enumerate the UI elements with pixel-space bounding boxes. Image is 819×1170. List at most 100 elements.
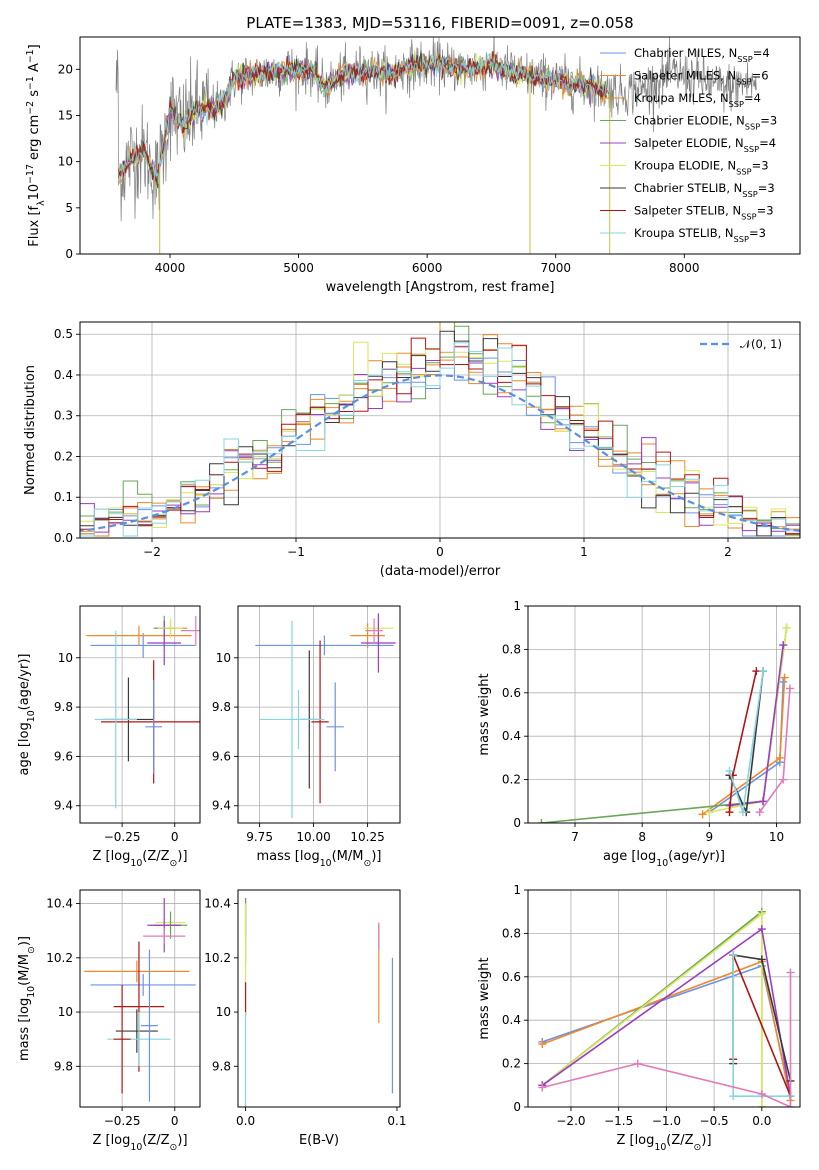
legend-label-part: Kroupa MILES, N (634, 91, 729, 105)
y-tick-label: 10 (58, 155, 73, 169)
y-axis-label-part: erg cm (27, 115, 42, 164)
axes-frame (79, 889, 201, 1108)
y-tick-label: 0.4 (502, 1013, 521, 1027)
x-tick-label: 2 (724, 545, 732, 559)
y-axis-label-part: Normed distribution (23, 365, 38, 495)
y-tick-label: 0 (513, 1100, 521, 1114)
legend-label-part: SSP (737, 54, 752, 64)
legend-label: Chabrier ELODIE, NSSP=3 (634, 114, 777, 132)
x-axis-label-part: )] (701, 1133, 711, 1148)
legend-label-part: Chabrier ELODIE, N (634, 114, 745, 128)
x-axis-label-part: wavelength [Angstrom, rest frame] (326, 280, 555, 295)
x-tick-label: 10.25 (350, 830, 384, 844)
residual-histogram-panel: −2 −1 0 1 2 0.0 0.1 0.2 0.3 0.4 0.5 (data-model)/er… (23, 321, 801, 579)
legend-label-part: SSP (734, 234, 749, 244)
x-axis-label-part: (Z/Z (142, 1133, 169, 1148)
mass-vs-ebv-panel: 0.0 0.1 9.8 10 10.2 10.4 E(B-V) (204, 889, 407, 1148)
x-tick-label: 0 (436, 545, 444, 559)
y-tick-label: 0 (65, 247, 73, 261)
y-tick-label: 0.6 (502, 686, 521, 700)
y-tick-label: 9.8 (54, 700, 73, 714)
legend-label-part: SSP (736, 77, 751, 87)
x-axis-label-part: 10 (130, 1142, 142, 1153)
x-tick-label: −1.0 (652, 1114, 681, 1128)
legend-label-part: =4 (744, 91, 761, 105)
x-tick-label: 8 (638, 830, 646, 844)
mass-weight-line (541, 912, 763, 1107)
x-axis-label: mass [log10(M/M⊙)] (257, 849, 382, 869)
spectrum-panel: 4000 5000 6000 7000 8000 0 5 10 15 20 wavelength [… (25, 36, 801, 295)
x-axis-label-part: )] (371, 849, 381, 864)
x-axis-label-part: )] (177, 1133, 187, 1148)
y-axis-label: mass [log10(M/M⊙)] (17, 936, 37, 1061)
legend-label: Kroupa STELIB, NSSP=3 (634, 226, 766, 244)
y-tick-label: 0.6 (502, 970, 521, 984)
legend-label-part: SSP (741, 212, 756, 222)
legend-label-part: Salpeter ELODIE, N (634, 136, 744, 150)
legend-label: Salpeter STELIB, NSSP=3 (634, 204, 774, 222)
y-tick-label: 10.2 (204, 951, 231, 965)
x-axis-label-part: (M/M (332, 849, 364, 864)
x-axis-label-part: (age/yr)] (668, 849, 725, 864)
y-axis-label-part: A (27, 63, 42, 76)
y-tick-label: 9.4 (212, 799, 231, 813)
x-tick-label: 7 (571, 830, 579, 844)
y-tick-label: 10 (58, 1005, 73, 1019)
legend-label: Kroupa MILES, NSSP=4 (634, 91, 761, 109)
y-tick-label: 0.8 (502, 926, 521, 940)
y-axis-label-part: age [log (17, 722, 32, 775)
x-axis-label: age [log10(age/yr)] (603, 849, 725, 869)
y-tick-label: 0.3 (54, 409, 73, 423)
y-axis-label-part: −1 (25, 76, 36, 90)
x-axis-label: Z [log10(Z/Z⊙)] (92, 1133, 187, 1153)
y-tick-label: 1 (513, 883, 521, 897)
y-tick-label: 0.4 (502, 729, 521, 743)
x-axis-label-part: ⊙ (170, 858, 178, 869)
y-axis-label-part: mass weight (477, 957, 492, 1039)
plot-area (84, 898, 196, 1102)
x-tick-label: −2.0 (556, 1114, 585, 1128)
x-axis-label: (data-model)/error (380, 564, 501, 579)
legend-label: Salpeter MILES, NSSP=6 (634, 69, 769, 87)
x-tick-label: 9 (706, 830, 714, 844)
legend-label: 𝒩(0, 1) (740, 337, 782, 351)
axes-frame (237, 605, 401, 824)
y-tick-label: 9.6 (54, 749, 73, 763)
axes-frame (237, 889, 401, 1108)
x-axis-label-part: 10 (320, 858, 332, 869)
x-axis-label: Z [log10(Z/Z⊙)] (92, 849, 187, 869)
legend-label-part: Chabrier STELIB, N (634, 181, 742, 195)
x-tick-label: 9.75 (246, 830, 273, 844)
y-tick-label: 0.2 (502, 773, 521, 787)
legend-label-part: =3 (752, 159, 769, 173)
model-spectrum (118, 53, 608, 184)
plot-area (537, 623, 794, 823)
y-axis-label-part: mass weight (477, 673, 492, 755)
plot-area (86, 615, 200, 809)
plot-area (538, 907, 795, 1107)
y-tick-label: 0.1 (54, 490, 73, 504)
legend-label-part: =3 (758, 181, 775, 195)
x-axis-label-part: )] (177, 849, 187, 864)
x-axis-label-part: mass [log (257, 849, 320, 864)
y-axis-label-part: λ (36, 200, 47, 206)
x-tick-label: 1 (580, 545, 588, 559)
x-tick-label: 6000 (412, 261, 443, 275)
legend-label-part: SSP (742, 189, 757, 199)
x-tick-label: 0.0 (236, 1114, 255, 1128)
y-tick-label: 10.4 (204, 897, 231, 911)
y-axis-label-part: ] (27, 44, 42, 49)
legend-label-part: =3 (749, 226, 766, 240)
x-axis-label-part: ⊙ (170, 1142, 178, 1153)
y-tick-label: 9.8 (212, 1059, 231, 1073)
x-tick-label: 7000 (540, 261, 571, 275)
y-tick-label: 5 (65, 201, 73, 215)
plot-area (80, 322, 800, 537)
y-tick-label: 9.8 (212, 700, 231, 714)
y-axis-label: Normed distribution (23, 365, 38, 495)
plot-area (255, 613, 396, 819)
plot-area (244, 898, 394, 1107)
legend-label-part: Kroupa ELODIE, N (634, 159, 736, 173)
mass-weight-line (541, 910, 763, 1107)
x-tick-label: −0.25 (104, 830, 141, 844)
